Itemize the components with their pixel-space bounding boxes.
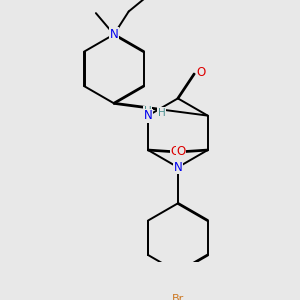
Text: O: O (176, 145, 185, 158)
Text: Br: Br (172, 294, 184, 300)
Text: N: N (144, 109, 152, 122)
Text: O: O (170, 145, 179, 158)
Text: H: H (144, 106, 152, 116)
Text: N: N (110, 28, 118, 41)
Text: N: N (173, 161, 182, 174)
Text: H: H (158, 108, 166, 118)
Text: O: O (197, 66, 206, 79)
